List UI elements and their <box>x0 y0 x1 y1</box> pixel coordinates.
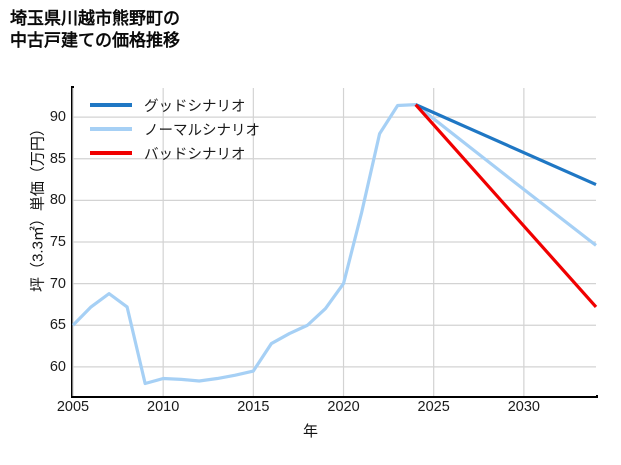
y-tick-label: 90 <box>49 109 66 126</box>
x-axis-spine <box>71 395 598 398</box>
legend-label: バッドシナリオ <box>144 146 246 163</box>
y-tick-label: 60 <box>49 358 66 375</box>
x-tick-label: 2010 <box>147 399 180 415</box>
y-tick-label: 70 <box>49 275 66 292</box>
y-tick-label: 80 <box>49 192 66 209</box>
legend-color-swatch <box>90 151 132 155</box>
x-tick-label: 2020 <box>327 399 360 415</box>
series-lines-group <box>71 103 598 386</box>
x-tick-label: 2030 <box>507 399 540 415</box>
series-line-1 <box>71 103 597 386</box>
legend-label: グッドシナリオ <box>144 98 246 115</box>
horizontal-gridlines <box>73 116 596 368</box>
y-tick-label: 65 <box>49 317 66 334</box>
chart-legend: グッドシナリオ ノーマルシナリオ バッドシナリオ <box>90 93 330 165</box>
y-axis-tick-labels: 60 65 70 75 80 85 90 <box>0 0 66 465</box>
legend-item[interactable]: グッドシナリオ <box>90 93 330 117</box>
legend-label: ノーマルシナリオ <box>144 122 260 139</box>
x-tick-label: 2015 <box>237 399 270 415</box>
y-tick-label: 85 <box>49 150 66 167</box>
legend-color-swatch <box>90 127 132 131</box>
legend-item[interactable]: ノーマルシナリオ <box>90 117 330 141</box>
chart-title: 埼玉県川越市熊野町の 中古戸建ての価格推移 <box>10 9 180 51</box>
x-axis-title: 年 <box>302 423 318 440</box>
y-axis-spine <box>71 86 74 398</box>
chart-plot-svg <box>71 88 598 396</box>
vertical-gridlines <box>72 88 525 396</box>
y-tick-label: 75 <box>49 234 66 250</box>
x-tick-label: 2025 <box>417 399 450 415</box>
y-axis-title: 坪（3.3㎡）単価（万円） <box>29 121 47 292</box>
series-line-2 <box>414 103 598 308</box>
x-tick-label: 2005 <box>56 399 90 415</box>
legend-color-swatch <box>90 103 132 107</box>
series-line-0 <box>415 103 597 187</box>
legend-item[interactable]: バッドシナリオ <box>90 141 330 165</box>
plot-area <box>71 88 598 396</box>
